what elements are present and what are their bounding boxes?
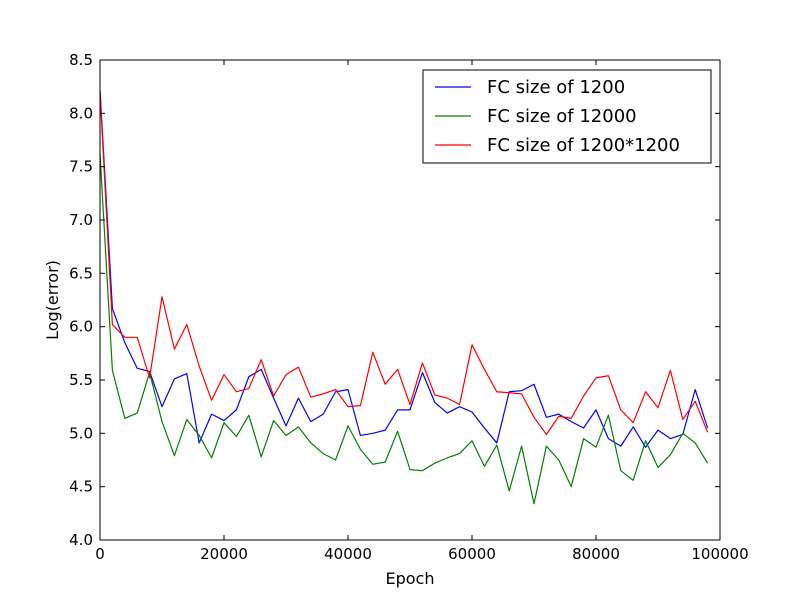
legend-label-2: FC size of 12000 xyxy=(487,106,637,127)
legend-label-1: FC size of 1200 xyxy=(487,77,625,98)
y-tick-label: 5.0 xyxy=(69,424,93,442)
legend: FC size of 1200 FC size of 12000 FC size o… xyxy=(422,69,712,164)
series-line-3 xyxy=(99,91,709,435)
y-tick-label: 4.0 xyxy=(69,531,93,549)
x-axis-label: Epoch xyxy=(386,569,435,588)
legend-label-3: FC size of 1200*1200 xyxy=(487,135,680,156)
x-tick-label: 80000 xyxy=(572,545,620,563)
plot-lines xyxy=(99,89,709,505)
x-tick-label: 20000 xyxy=(200,545,248,563)
x-tick-label: 0 xyxy=(95,545,105,563)
y-tick-label: 7.0 xyxy=(69,211,93,229)
x-tick-label: 100000 xyxy=(691,545,748,563)
axes-frame xyxy=(99,59,721,541)
y-tick-label: 6.5 xyxy=(69,264,93,282)
y-tick-label: 5.5 xyxy=(69,371,93,389)
y-tick-label: 8.5 xyxy=(69,51,93,69)
y-tick-label: 7.5 xyxy=(69,158,93,176)
series-line-2 xyxy=(99,153,709,505)
y-axis: 4.0 4.5 5.0 5.5 6.0 6.5 7.0 7.5 8.0 8.5 xyxy=(69,51,720,549)
y-tick-label: 4.5 xyxy=(69,478,93,496)
x-tick-label: 60000 xyxy=(448,545,496,563)
y-axis-label: Log(error) xyxy=(43,260,62,340)
y-tick-label: 8.0 xyxy=(69,104,93,122)
x-tick-label: 40000 xyxy=(324,545,372,563)
y-tick-label: 6.0 xyxy=(69,318,93,336)
x-axis: 0 20000 40000 60000 80000 100000 xyxy=(95,60,749,563)
